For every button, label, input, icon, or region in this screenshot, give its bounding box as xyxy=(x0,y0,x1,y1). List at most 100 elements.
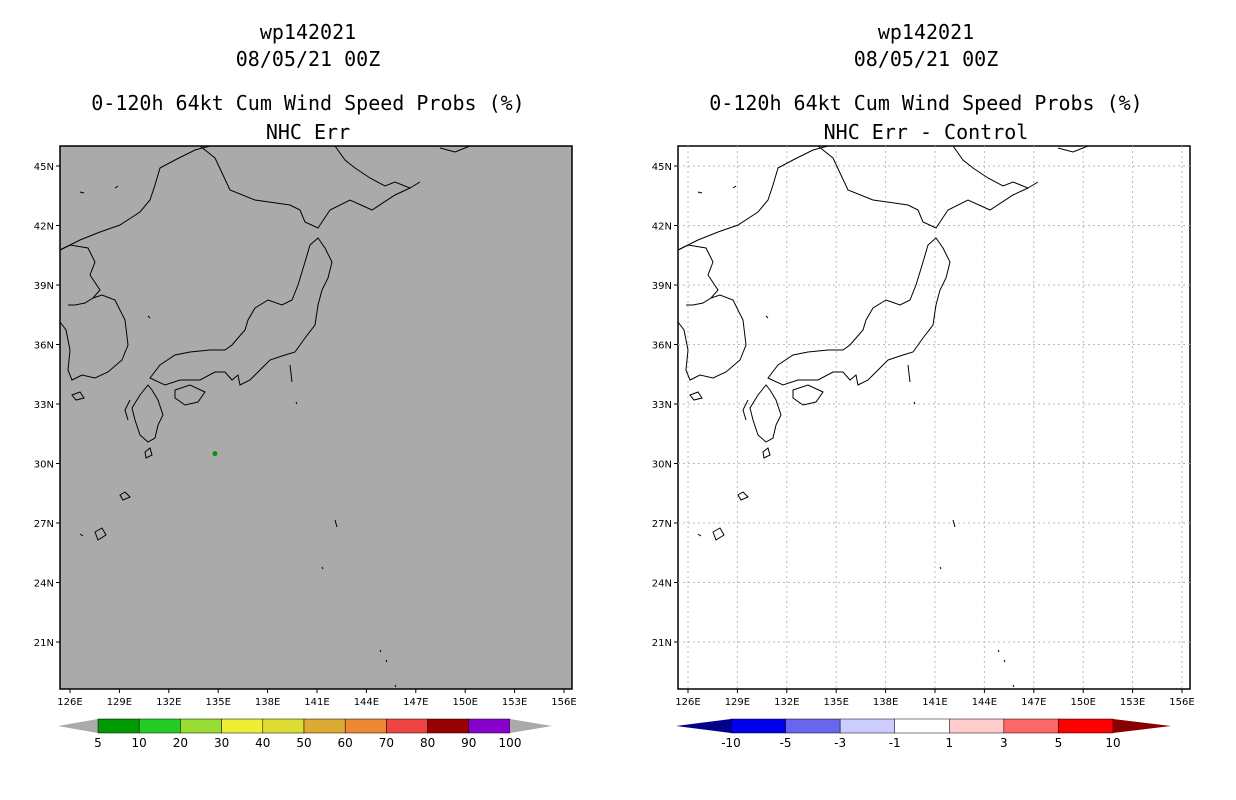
lon-label: 147E xyxy=(403,697,428,708)
colorbar-label: 80 xyxy=(419,736,436,750)
storm-id: wp142021 xyxy=(877,20,975,44)
lon-label: 126E xyxy=(57,697,82,708)
gridlines xyxy=(678,146,1190,689)
lat-label: 21N xyxy=(34,638,54,649)
map-background xyxy=(677,145,1191,690)
lon-label: 144E xyxy=(972,697,997,708)
lon-label: 141E xyxy=(922,697,947,708)
colorbar-label: 60 xyxy=(337,736,353,750)
product-subtitle: NHC Err - Control xyxy=(823,120,1029,144)
coastlines xyxy=(59,145,471,688)
colorbar-swatch xyxy=(180,718,222,734)
lon-label: 129E xyxy=(107,697,132,708)
axis-ticks: 126E 129E 132E 135E 138E 141E 144E 147E 150E 153E… xyxy=(652,162,1195,708)
lon-label: 150E xyxy=(1070,697,1095,708)
colorbar-label: 40 xyxy=(255,736,271,750)
lon-label: 135E xyxy=(205,697,230,708)
lat-label: 39N xyxy=(652,281,672,292)
forecast-datetime: 08/05/21 00Z xyxy=(235,47,381,71)
prob-colorbar-svg xyxy=(58,718,552,734)
lat-label: 21N xyxy=(652,638,672,649)
lon-label: 144E xyxy=(354,697,379,708)
colorbar-swatch xyxy=(894,718,950,734)
colorbar-labels: 5 10 20 30 40 50 60 70 80 90 100 xyxy=(58,736,558,752)
lon-label: 156E xyxy=(1169,697,1194,708)
colorbar-label: 3 xyxy=(1000,736,1008,750)
colorbar-swatch xyxy=(262,718,305,734)
colorbar-swatch xyxy=(1003,718,1059,734)
lon-label: 138E xyxy=(873,697,898,708)
storm-id: wp142021 xyxy=(259,20,357,44)
colorbar-swatch xyxy=(1058,718,1114,734)
lat-label: 42N xyxy=(34,222,54,233)
colorbar-label: 5 xyxy=(94,736,102,750)
axis-ticks: 126E 129E 132E 135E 138E 141E 144E 147E 150E 153E… xyxy=(34,162,577,708)
colorbar-swatch xyxy=(949,718,1005,734)
colorbar-label: 50 xyxy=(296,736,312,750)
lat-label: 27N xyxy=(652,519,672,530)
map-background xyxy=(59,145,573,690)
product-subtitle: NHC Err xyxy=(265,120,351,144)
lat-label: 24N xyxy=(652,579,672,590)
product-title: 0-120h 64kt Cum Wind Speed Probs (%) xyxy=(91,91,525,115)
map-frame: 126E 129E 132E 135E 138E 141E 144E 147E 150E 153E… xyxy=(34,145,577,708)
lon-label: 150E xyxy=(452,697,477,708)
lat-label: 36N xyxy=(34,341,54,352)
lat-label: 45N xyxy=(652,162,672,173)
lat-label: 45N xyxy=(34,162,54,173)
lon-label: 132E xyxy=(774,697,799,708)
lon-label: 156E xyxy=(551,697,576,708)
data-marker xyxy=(212,451,218,457)
colorbar-label: 5 xyxy=(1054,736,1063,750)
lon-label: 147E xyxy=(1021,697,1046,708)
left-panel: wp142021 08/05/21 00Z 0-120h 64kt Cum Wi… xyxy=(34,20,577,752)
diff-colorbar: -10 -5 -3 -1 1 3 5 10 xyxy=(676,716,1176,756)
colorbar-high-arrow xyxy=(510,719,552,733)
colorbar-label: 1 xyxy=(945,736,954,750)
colorbar-swatch xyxy=(138,718,181,734)
lon-label: 141E xyxy=(304,697,329,708)
right-panel: wp142021 08/05/21 00Z 0-120h 64kt Cum Wi… xyxy=(618,0,1236,800)
colorbar-label: 90 xyxy=(461,736,477,750)
colorbar-swatch xyxy=(221,718,264,734)
lat-label: 36N xyxy=(652,341,672,352)
colorbar-label: 20 xyxy=(172,736,189,750)
lon-label: 129E xyxy=(725,697,750,708)
colorbar-high-arrow xyxy=(1113,719,1171,733)
colorbar-swatches xyxy=(730,718,1114,734)
colorbar-low-arrow xyxy=(676,719,731,733)
colorbar-swatch xyxy=(785,718,841,734)
colorbar-label: 10 xyxy=(131,736,147,750)
colorbar-label: -5 xyxy=(779,736,792,750)
colorbar-swatch xyxy=(468,718,511,734)
lon-label: 132E xyxy=(156,697,181,708)
colorbar-swatch xyxy=(303,718,346,734)
colorbar-label: -3 xyxy=(834,736,847,750)
lon-label: 138E xyxy=(255,697,280,708)
diff-colorbar-svg xyxy=(676,718,1171,734)
colorbar-label: -10 xyxy=(721,736,741,750)
colorbar-label: 10 xyxy=(1105,736,1121,750)
forecast-datetime: 08/05/21 00Z xyxy=(853,47,999,71)
colorbar-swatch xyxy=(386,718,428,734)
lat-label: 27N xyxy=(34,519,54,530)
colorbar-swatch xyxy=(97,718,140,734)
lat-label: 39N xyxy=(34,281,54,292)
colorbar-swatch xyxy=(344,718,387,734)
lat-label: 33N xyxy=(652,400,672,411)
colorbar-swatches xyxy=(97,718,511,734)
colorbar-labels: -10 -5 -3 -1 1 3 5 10 xyxy=(676,736,1176,752)
colorbar-label: 30 xyxy=(213,736,230,750)
lon-label: 126E xyxy=(675,697,700,708)
coastlines xyxy=(677,145,1089,688)
lat-label: 30N xyxy=(652,460,672,471)
colorbar-label: -1 xyxy=(888,736,901,750)
colorbar-swatch xyxy=(730,718,786,734)
lon-label: 153E xyxy=(1120,697,1145,708)
lat-label: 30N xyxy=(34,460,54,471)
lat-label: 33N xyxy=(34,400,54,411)
prob-point xyxy=(212,451,218,457)
lon-label: 135E xyxy=(823,697,848,708)
colorbar-swatch xyxy=(839,718,895,734)
colorbar-swatch xyxy=(427,718,470,734)
